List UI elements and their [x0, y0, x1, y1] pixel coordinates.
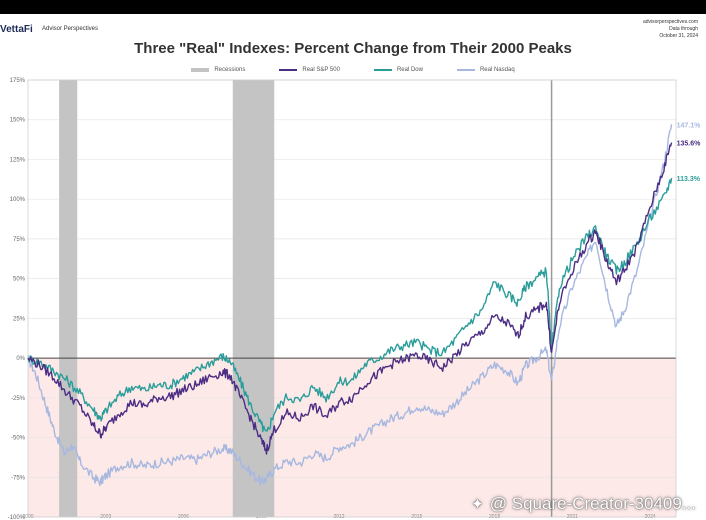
series-line: [27, 142, 673, 455]
legend-swatch: [456, 69, 475, 71]
series-end-label: 135.6%: [677, 141, 702, 148]
data-source-note: advisorperspectives.com Data through Oct…: [643, 19, 698, 40]
chart-frame: -100% -75% -50% -25% 0% 25% 50% 75% 100% 125% 150%…: [0, 14, 706, 520]
legend-label: Real Dow: [396, 67, 423, 73]
y-tick-label: 100%: [10, 197, 26, 203]
y-tick-label: 0%: [16, 356, 25, 362]
y-tick-label: 25%: [13, 316, 26, 322]
y-tick-label: -50%: [11, 436, 26, 442]
watermark: ✦ @ Square-Creator-30409...: [471, 494, 696, 514]
legend-label: Recessions: [214, 67, 246, 73]
y-tick-label: 125%: [10, 157, 26, 163]
y-tick-label: 175%: [10, 78, 26, 84]
legend-item-recessions: Recessions: [191, 67, 245, 73]
y-tick-label: 50%: [13, 277, 26, 283]
recession-band: [59, 80, 78, 517]
series-end-label: 113.3%: [677, 176, 701, 183]
square-logo-icon: ✦: [471, 496, 484, 513]
plot-border: [27, 79, 677, 518]
y-tick-label: -75%: [11, 475, 26, 481]
y-tick-label: -100%: [8, 515, 26, 520]
series-line: [27, 177, 673, 433]
brand-logo: VettaFi: [0, 24, 33, 35]
y-tick-label: -25%: [11, 396, 26, 402]
y-tick-label: 150%: [10, 118, 26, 124]
series-end-label: 147.1%: [677, 122, 702, 129]
y-tick-label: 75%: [13, 237, 26, 243]
meta-line: October 31, 2024: [659, 33, 698, 39]
series-line: [27, 124, 673, 487]
legend-swatch: [191, 68, 210, 72]
chart-plot: -100% -75% -50% -25% 0% 25% 50% 75% 100% 125% 150%…: [8, 78, 702, 520]
chart-title: Three "Real" Indexes: Percent Change fro…: [134, 40, 572, 57]
legend-label: Real Nasdaq: [479, 67, 515, 73]
legend-swatch: [373, 69, 392, 71]
legend-item-sp500: Real S&P 500: [279, 67, 340, 73]
meta-line: advisorperspectives.com: [642, 19, 698, 25]
legend-label: Real S&P 500: [302, 67, 340, 73]
legend-item-nasdaq: Real Nasdaq: [456, 67, 515, 73]
legend-swatch: [279, 69, 298, 71]
legend-item-dow: Real Dow: [373, 67, 423, 73]
chart-legend: Recessions Real S&P 500 Real Dow Real Na…: [0, 67, 706, 73]
brand-subtitle: Advisor Perspectives: [42, 26, 99, 32]
watermark-text: @ Square-Creator-30409...: [489, 494, 696, 513]
recession-band: [232, 80, 275, 517]
meta-line: Data through: [669, 26, 698, 32]
